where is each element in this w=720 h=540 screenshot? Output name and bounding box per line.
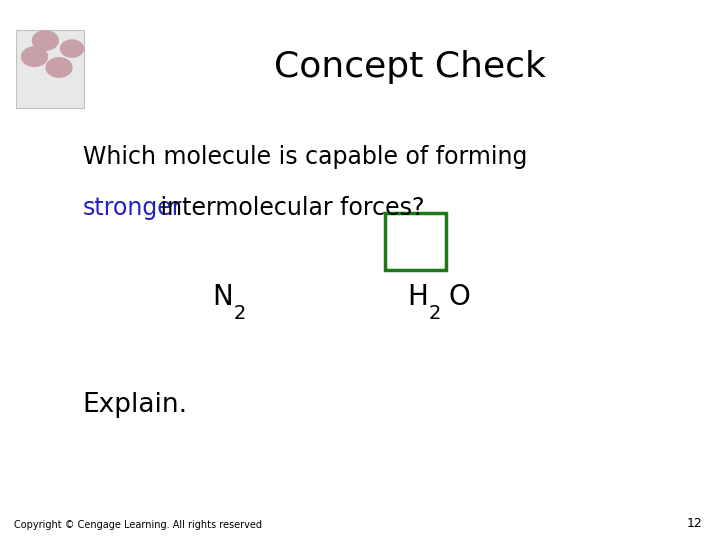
Text: intermolecular forces?: intermolecular forces? [153,196,425,220]
Text: Which molecule is capable of forming: Which molecule is capable of forming [83,145,527,168]
Text: N: N [212,283,233,311]
Text: 2: 2 [428,303,441,323]
Circle shape [32,31,58,50]
Text: 2: 2 [234,303,246,323]
Text: Explain.: Explain. [83,392,188,418]
Text: Copyright © Cengage Learning. All rights reserved: Copyright © Cengage Learning. All rights… [14,520,262,530]
Bar [385,213,446,270]
Circle shape [22,47,48,66]
Circle shape [60,40,84,57]
Bar [16,30,84,108]
Circle shape [46,58,72,77]
Text: 12: 12 [686,517,702,530]
Text: H: H [407,283,428,311]
Text: stronger: stronger [83,196,182,220]
Text: Concept Check: Concept Check [274,51,546,84]
Text: O: O [449,283,470,311]
